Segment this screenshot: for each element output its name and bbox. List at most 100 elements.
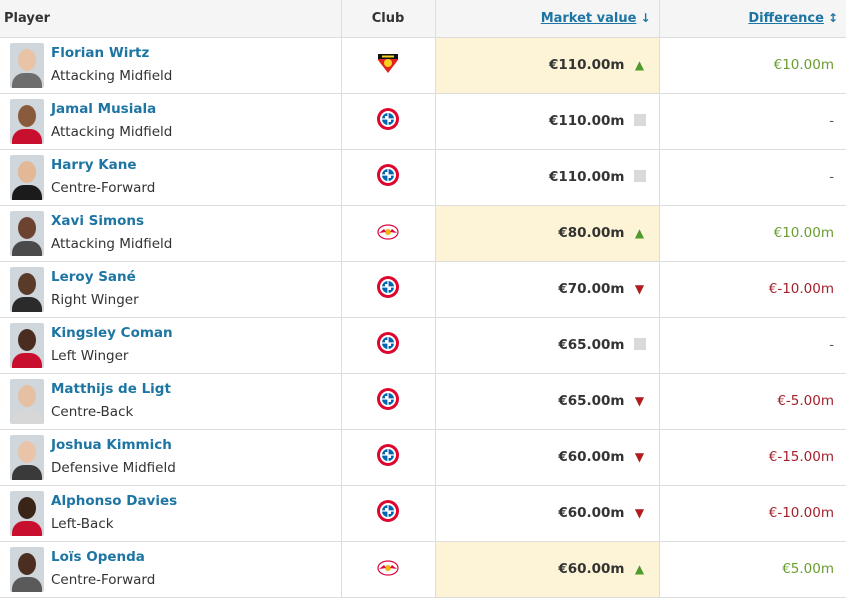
market-value: €110.00m (548, 169, 625, 185)
market-value: €65.00m (558, 393, 625, 409)
arrow-down-icon: ▼ (634, 394, 645, 408)
player-photo[interactable] (10, 434, 44, 480)
player-photo[interactable] (10, 154, 44, 200)
player-name-link[interactable]: Kingsley Coman (51, 325, 173, 341)
market-value-cell: €60.00m ▲ (435, 541, 660, 598)
market-value: €60.00m (558, 449, 625, 465)
difference-value: €-10.00m (768, 281, 834, 297)
player-name-link[interactable]: Harry Kane (51, 157, 137, 173)
bayern-crest-icon[interactable] (376, 107, 400, 131)
table-header-row: Player Club Market value ↓ Difference ↕ (0, 0, 846, 38)
player-name-link[interactable]: Leroy Sané (51, 269, 136, 285)
player-photo[interactable] (10, 378, 44, 424)
arrow-up-icon: ▲ (634, 226, 645, 240)
player-position: Centre-Forward (51, 180, 156, 196)
arrow-up-icon: ▲ (634, 58, 645, 72)
market-value-column-header[interactable]: Market value ↓ (435, 0, 660, 38)
player-photo[interactable] (10, 490, 44, 536)
player-name-link[interactable]: Loïs Openda (51, 549, 145, 565)
market-value: €60.00m (558, 561, 625, 577)
player-name-link[interactable]: Xavi Simons (51, 213, 144, 229)
player-position: Attacking Midfield (51, 68, 173, 84)
player-photo[interactable] (10, 210, 44, 256)
player-name-link[interactable]: Jamal Musiala (51, 101, 157, 117)
bayern-crest-icon[interactable] (376, 499, 400, 523)
player-photo[interactable] (10, 322, 44, 368)
market-value: €110.00m (548, 57, 625, 73)
club-cell (341, 205, 436, 262)
player-cell: Xavi Simons Attacking Midfield (0, 205, 342, 262)
club-cell (341, 37, 436, 94)
sort-descending-icon[interactable]: ↓ (640, 10, 651, 25)
player-name-link[interactable]: Matthijs de Ligt (51, 381, 171, 397)
player-position: Attacking Midfield (51, 124, 173, 140)
leipzig-crest-icon[interactable] (376, 555, 400, 579)
table-row: Xavi Simons Attacking Midfield €80.00m ▲ €10… (0, 205, 846, 262)
market-value: €70.00m (558, 281, 625, 297)
player-cell: Jamal Musiala Attacking Midfield (0, 93, 342, 150)
club-cell (341, 541, 436, 598)
player-position: Right Winger (51, 292, 139, 308)
club-cell (341, 261, 436, 318)
difference-value: €-10.00m (768, 505, 834, 521)
difference-cell: - (659, 149, 846, 206)
arrow-down-icon: ▼ (634, 282, 645, 296)
player-cell: Florian Wirtz Attacking Midfield (0, 37, 342, 94)
difference-cell: €10.00m (659, 205, 846, 262)
bayern-crest-icon[interactable] (376, 387, 400, 411)
market-value-cell: €60.00m ▼ (435, 485, 660, 542)
player-name-link[interactable]: Alphonso Davies (51, 493, 178, 509)
player-position: Attacking Midfield (51, 236, 173, 252)
difference-value: €10.00m (773, 57, 834, 73)
table-row: Matthijs de Ligt Centre-Back €65.00m ▼ €-5.0… (0, 373, 846, 430)
club-cell (341, 93, 436, 150)
difference-sort-link[interactable]: Difference (748, 10, 824, 26)
player-photo[interactable] (10, 98, 44, 144)
club-cell (341, 149, 436, 206)
player-photo[interactable] (10, 266, 44, 312)
arrow-down-icon: ▼ (634, 506, 645, 520)
market-value-cell: €80.00m ▲ (435, 205, 660, 262)
leverkusen-crest-icon[interactable] (376, 51, 400, 75)
bayern-crest-icon[interactable] (376, 443, 400, 467)
difference-cell: €-5.00m (659, 373, 846, 430)
player-photo[interactable] (10, 546, 44, 592)
difference-cell: €-15.00m (659, 429, 846, 486)
market-value-cell: €60.00m ▼ (435, 429, 660, 486)
difference-value: €10.00m (773, 225, 834, 241)
player-column-header: Player (0, 0, 342, 38)
market-value: €65.00m (558, 337, 625, 353)
difference-cell: €-10.00m (659, 261, 846, 318)
difference-column-header[interactable]: Difference ↕ (659, 0, 846, 38)
difference-value: €-5.00m (777, 393, 834, 409)
market-value-cell: €65.00m (435, 317, 660, 374)
market-value-sort-link[interactable]: Market value (540, 10, 637, 26)
market-value-cell: €110.00m (435, 149, 660, 206)
player-cell: Leroy Sané Right Winger (0, 261, 342, 318)
difference-value: - (829, 113, 834, 129)
club-cell (341, 373, 436, 430)
player-position: Centre-Back (51, 404, 134, 420)
difference-value: €5.00m (782, 561, 834, 577)
player-cell: Joshua Kimmich Defensive Midfield (0, 429, 342, 486)
table-row: Leroy Sané Right Winger €70.00m ▼ €-10.00m (0, 261, 846, 318)
player-cell: Kingsley Coman Left Winger (0, 317, 342, 374)
difference-value: - (829, 337, 834, 353)
table-row: Kingsley Coman Left Winger €65.00m - (0, 317, 846, 374)
difference-cell: €5.00m (659, 541, 846, 598)
player-name-link[interactable]: Joshua Kimmich (51, 437, 172, 453)
bayern-crest-icon[interactable] (376, 163, 400, 187)
bayern-crest-icon[interactable] (376, 275, 400, 299)
table-row: Florian Wirtz Attacking Midfield €110.00m ▲… (0, 37, 846, 94)
market-value-cell: €70.00m ▼ (435, 261, 660, 318)
player-photo[interactable] (10, 42, 44, 88)
player-cell: Harry Kane Centre-Forward (0, 149, 342, 206)
sort-toggle-icon[interactable]: ↕ (827, 10, 838, 25)
bayern-crest-icon[interactable] (376, 331, 400, 355)
player-name-link[interactable]: Florian Wirtz (51, 45, 150, 61)
difference-cell: - (659, 93, 846, 150)
market-value: €110.00m (548, 113, 625, 129)
leipzig-crest-icon[interactable] (376, 219, 400, 243)
player-cell: Matthijs de Ligt Centre-Back (0, 373, 342, 430)
